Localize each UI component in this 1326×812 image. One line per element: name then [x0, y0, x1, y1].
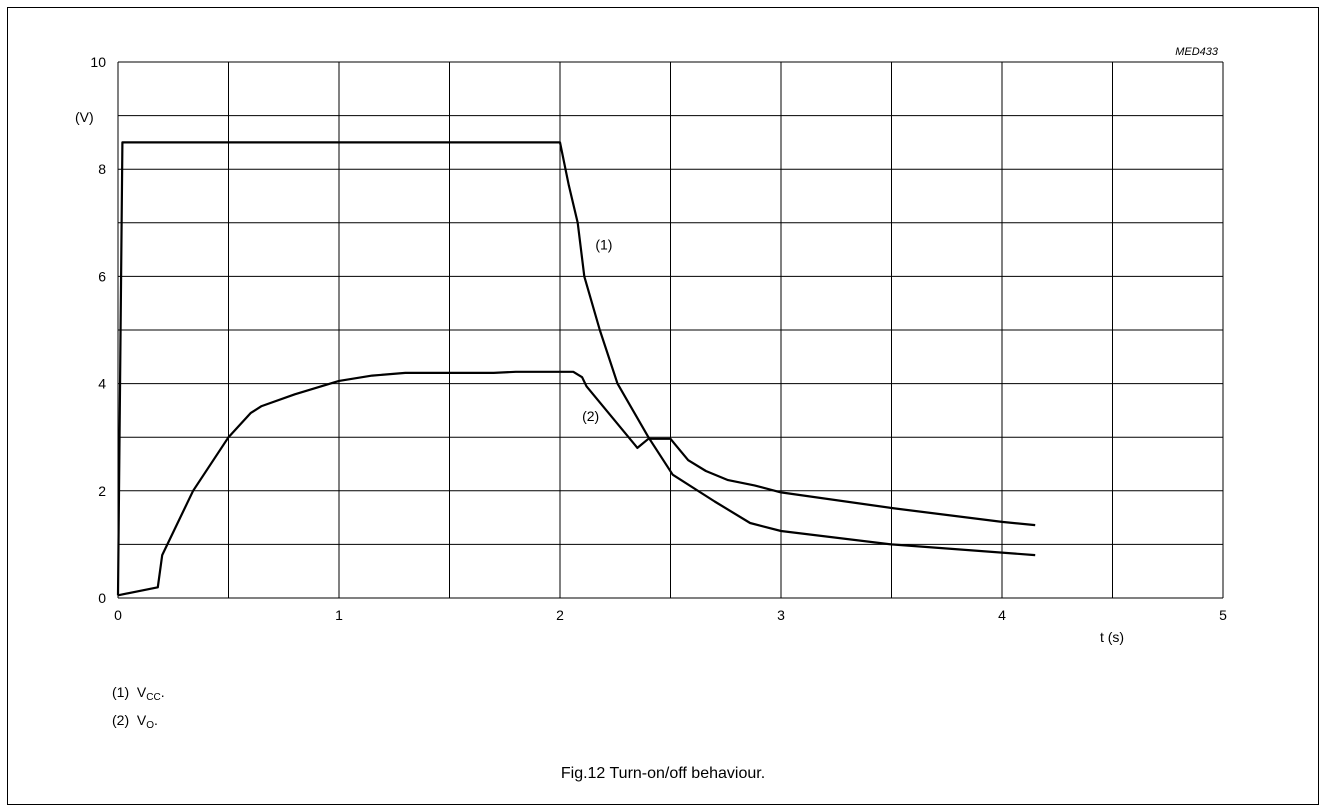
series-label-1: (1) — [595, 237, 612, 253]
grid — [117, 61, 1224, 599]
note-suffix: . — [154, 712, 158, 728]
note-subscript: O — [146, 720, 155, 731]
note-marker: (2) — [112, 712, 130, 728]
x-tick-label: 0 — [114, 607, 122, 623]
y-tick-label: 10 — [90, 54, 106, 70]
note-subscript: CC — [146, 692, 161, 703]
x-tick-label: 3 — [777, 607, 785, 623]
figure-id-label: MED433 — [1175, 46, 1219, 58]
x-tick-label: 4 — [998, 607, 1006, 623]
y-tick-label: 4 — [98, 376, 106, 392]
x-axis-label: t (s) — [1100, 629, 1124, 645]
figure-caption: Fig.12 Turn-on/off behaviour. — [560, 765, 766, 782]
note-symbol: V — [136, 684, 147, 700]
x-tick-label: 1 — [335, 607, 343, 623]
note-symbol: V — [136, 712, 147, 728]
note-vcc: (1) VCC. — [112, 684, 165, 703]
series-label-2: (2) — [582, 408, 599, 424]
series-line-2 — [117, 370, 1036, 597]
tick-labels: 0 1 2 3 4 5 0 2 4 6 8 10 — [90, 54, 1227, 623]
y-tick-label: 6 — [98, 268, 106, 284]
x-tick-label: 5 — [1219, 607, 1227, 623]
note-suffix: . — [160, 684, 165, 700]
note-vo: (2) VO. — [112, 712, 158, 731]
x-tick-label: 2 — [556, 607, 564, 623]
y-axis-label: (V) — [75, 109, 94, 125]
y-tick-label: 0 — [98, 590, 106, 606]
series-lines: (1) (2) — [116, 141, 1036, 597]
series-line-1 — [116, 141, 1036, 596]
figure-frame — [7, 7, 1319, 805]
y-tick-label: 2 — [98, 483, 106, 499]
note-marker: (1) — [112, 684, 130, 700]
y-tick-label: 8 — [98, 161, 106, 177]
